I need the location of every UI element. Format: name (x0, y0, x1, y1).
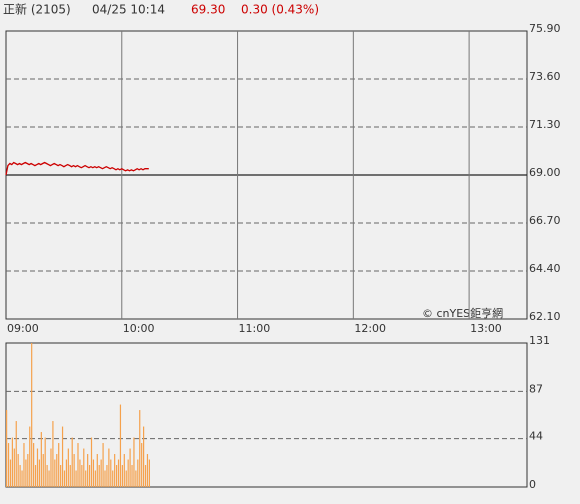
volume-bar (61, 426, 64, 487)
volume-bar (133, 437, 135, 487)
volume-bar (104, 470, 106, 487)
volume-bar (135, 470, 137, 487)
volume-bar (17, 454, 19, 487)
copyright: © cnYES鉅亨網 (422, 306, 503, 320)
volume-bar (25, 459, 27, 487)
volume-bar (137, 459, 139, 487)
volume-bar (19, 465, 21, 487)
volume-bar (121, 465, 123, 487)
volume-bar (77, 443, 79, 487)
volume-bar (87, 454, 89, 487)
y-tick-label: 0 (529, 478, 536, 491)
volume-bar (52, 421, 54, 487)
volume-bar (102, 443, 104, 487)
y-tick-label: 66.70 (529, 214, 561, 227)
volume-bar (44, 437, 46, 487)
stock-name: 正新 (2105) (3, 2, 71, 17)
price-change: 0.30 (0.43%) (241, 3, 319, 17)
volume-bar (146, 454, 149, 487)
volume-bar (38, 459, 41, 487)
volume-bar (90, 437, 93, 487)
volume-bar (73, 454, 75, 487)
y-tick-label: 64.40 (529, 262, 561, 275)
volume-bar (33, 443, 35, 487)
volume-bar (119, 404, 122, 487)
x-tick-label: 12:00 (354, 322, 386, 335)
volume-bar (21, 470, 23, 487)
volume-bar (129, 448, 131, 487)
volume-bar (11, 437, 13, 487)
volume-bar (58, 443, 60, 487)
volume-bar (31, 343, 33, 487)
volume-bar (94, 470, 96, 487)
volume-bar (27, 454, 29, 487)
volume-bar (60, 465, 62, 487)
volume-bar (54, 459, 56, 487)
x-tick-label: 11:00 (239, 322, 271, 335)
volume-bar (143, 426, 145, 487)
volume-bar (75, 470, 77, 487)
y-tick-label: 69.00 (529, 166, 561, 179)
volume-bar (63, 470, 66, 487)
volume-bar (131, 465, 133, 487)
volume-bar (88, 465, 91, 487)
volume-bar (6, 410, 8, 487)
volume-bar (108, 448, 110, 487)
volume-bar (36, 448, 39, 487)
volume-bar (71, 437, 73, 487)
volume-bar (100, 459, 102, 487)
volume-bar (56, 454, 58, 487)
last-price: 69.30 (191, 3, 225, 17)
volume-bar (96, 454, 98, 487)
volume-bar (67, 448, 69, 487)
volume-bar (83, 448, 85, 487)
volume-bar (9, 459, 12, 487)
volume-bar (7, 443, 10, 487)
volume-bar (79, 459, 81, 487)
volume-bar (106, 465, 108, 487)
volume-bar (65, 459, 68, 487)
volume-bar (23, 443, 25, 487)
price-line (5, 161, 149, 176)
volume-bar (85, 470, 87, 487)
volume-bar (48, 470, 50, 487)
quote-time: 04/25 10:14 (92, 3, 165, 17)
y-tick-label: 87 (529, 382, 543, 395)
volume-bar (69, 465, 71, 487)
volume-bar (40, 432, 42, 487)
y-tick-label: 131 (529, 334, 550, 347)
volume-bar (144, 465, 147, 487)
y-tick-label: 75.90 (529, 22, 561, 35)
volume-bar (50, 448, 52, 487)
volume-bar (29, 426, 31, 487)
volume-bar (148, 459, 150, 487)
volume-bar (34, 465, 37, 487)
volume-bar (42, 454, 44, 487)
y-tick-label: 73.60 (529, 70, 561, 83)
volume-bar (112, 470, 114, 487)
volume-bar (114, 454, 116, 487)
volume-bar (110, 459, 112, 487)
y-tick-label: 62.10 (529, 310, 561, 323)
volume-bar (46, 465, 48, 487)
volume-bar (115, 465, 118, 487)
volume-bar (81, 465, 83, 487)
y-tick-label: 71.30 (529, 118, 561, 131)
volume-bar (141, 443, 143, 487)
x-tick-label: 10:00 (123, 322, 155, 335)
x-tick-label: 09:00 (7, 322, 39, 335)
volume-bar (127, 459, 129, 487)
volume-bar (139, 410, 141, 487)
volume-bar (125, 470, 127, 487)
x-tick-label: 13:00 (470, 322, 502, 335)
y-tick-label: 44 (529, 430, 543, 443)
volume-bar (123, 454, 125, 487)
volume-bar (92, 459, 95, 487)
volume-bar (13, 448, 15, 487)
volume-bar (15, 421, 17, 487)
volume-bar (98, 465, 100, 487)
volume-bar (117, 459, 120, 487)
